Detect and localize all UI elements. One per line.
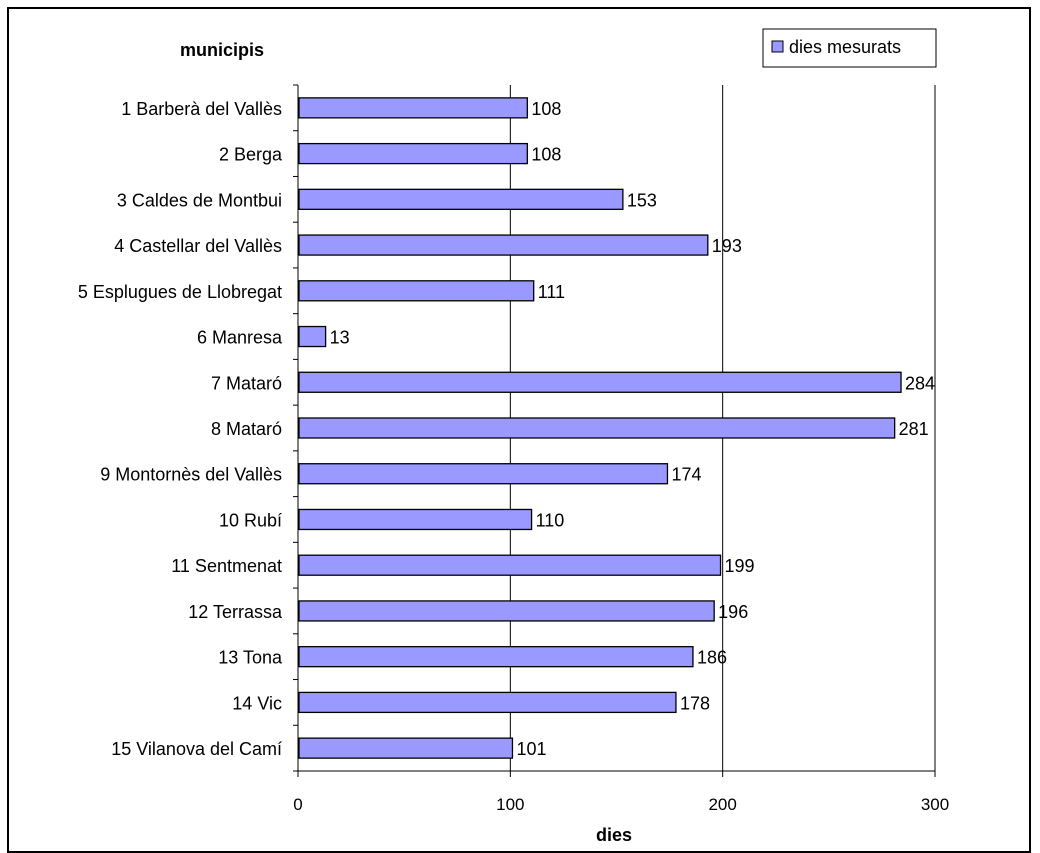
data-label: 199 [725, 556, 755, 576]
labels: 0 100 200 300 1 Barberà del Vallès 108 2 Berga… [78, 99, 949, 814]
data-label: 101 [516, 739, 546, 759]
bar [298, 97, 528, 119]
category-label: 10 Rubí [219, 510, 282, 530]
bar [298, 463, 669, 485]
data-label: 110 [536, 510, 565, 530]
x-axis-title: dies [596, 825, 632, 845]
category-label: 6 Manresa [197, 328, 283, 348]
category-label: 2 Berga [219, 145, 283, 165]
bars [298, 97, 902, 759]
x-tick-label: 300 [921, 795, 949, 814]
category-label: 13 Tona [218, 648, 283, 668]
data-label: 108 [531, 99, 561, 119]
category-label: 11 Sentmenat [171, 556, 282, 576]
bar [298, 737, 514, 759]
category-label: 5 Esplugues de Llobregat [78, 282, 282, 302]
category-label: 4 Castellar del Vallès [114, 236, 282, 256]
bar [298, 691, 677, 714]
bar [298, 371, 902, 393]
data-label: 284 [905, 373, 935, 393]
data-label: 111 [538, 282, 565, 302]
bar [298, 280, 535, 302]
bar [298, 554, 722, 576]
y-axis-title: municipis [180, 40, 264, 60]
x-tick-label: 0 [293, 795, 302, 814]
data-label: 153 [627, 190, 657, 210]
category-label: 3 Caldes de Montbui [117, 190, 282, 210]
data-label: 178 [680, 693, 710, 713]
legend-label: dies mesurats [789, 37, 901, 57]
bar [298, 142, 528, 165]
bar [298, 417, 896, 439]
data-label: 108 [531, 145, 561, 165]
legend-swatch [771, 40, 784, 53]
legend-box [762, 28, 937, 68]
bar [298, 646, 694, 668]
x-tick-label: 100 [496, 795, 524, 814]
data-label: 193 [712, 236, 742, 256]
data-label: 13 [330, 328, 350, 348]
category-label: 9 Montornès del Vallès [100, 465, 282, 485]
category-label: 8 Mataró [211, 419, 282, 439]
category-label: 15 Vilanova del Camí [111, 739, 282, 759]
bar [298, 325, 327, 348]
bar [298, 600, 715, 622]
data-label: 186 [697, 648, 727, 668]
data-label: 281 [899, 419, 929, 439]
bar [298, 234, 709, 256]
data-label: 196 [718, 602, 748, 622]
category-label: 7 Mataró [211, 373, 282, 393]
data-label: 174 [671, 465, 701, 485]
bar [298, 188, 624, 210]
legend: dies mesurats [762, 28, 937, 68]
category-label: 14 Vic [232, 693, 282, 713]
bar [298, 508, 533, 531]
category-label: 12 Terrassa [188, 602, 283, 622]
x-tick-label: 200 [708, 795, 736, 814]
category-label: 1 Barberà del Vallès [121, 99, 282, 119]
axes [293, 84, 936, 777]
